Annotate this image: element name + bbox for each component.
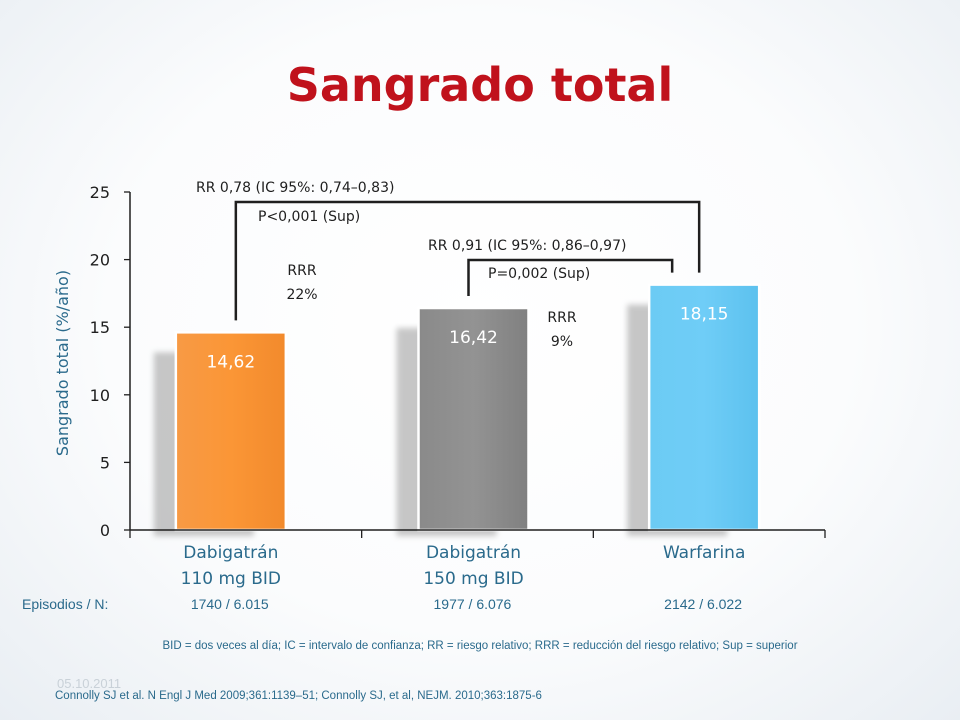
abbreviations-footnote: BID = dos veces al día; IC = intervalo d… (162, 640, 798, 652)
x-category-label: Warfarina (663, 543, 745, 563)
bar (174, 331, 288, 532)
bar-value-label: 18,15 (680, 305, 729, 325)
x-category-label: 150 mg BID (423, 569, 523, 589)
episodes-value-dabigatran-110: 1740 / 6.015 (190, 596, 269, 612)
y-tick-label: 0 (100, 521, 110, 540)
bar-value-label: 14,62 (206, 352, 255, 372)
bar (417, 306, 530, 532)
episodes-label: Episodios / N: (22, 596, 109, 612)
bar-value-label: 16,42 (449, 328, 498, 348)
y-tick-label: 20 (90, 251, 110, 270)
rr-label-150: RR 0,91 (IC 95%: 0,86–0,97) (428, 238, 626, 254)
x-category-label: 110 mg BID (181, 569, 281, 589)
y-axis-label: Sangrado total (%/año) (53, 270, 72, 456)
bar (647, 283, 761, 532)
y-tick-label: 25 (90, 183, 110, 202)
episodes-row: Episodios / N: 1740 / 6.015 1977 / 6.076… (0, 596, 960, 616)
page-title: Sangrado total (286, 58, 674, 112)
bar-chart: 0 5 10 15 20 25 Sangrado total (%/año) 14,62 Da… (53, 180, 826, 589)
p-label-150: P=0,002 (Sup) (488, 266, 590, 282)
rrr-label-150: RRR (547, 310, 576, 326)
rrr-value-150: 9% (551, 334, 573, 350)
bracket-rr-110 (234, 200, 701, 321)
references-footnote: Connolly SJ et al. N Engl J Med 2009;361… (55, 690, 542, 702)
x-category-label: Dabigatrán (426, 543, 521, 563)
rrr-value-110: 22% (286, 287, 317, 303)
y-tick-label: 15 (90, 318, 110, 337)
bracket-rr-150 (467, 258, 674, 297)
rrr-label-110: RRR (287, 263, 316, 279)
rr-label-110: RR 0,78 (IC 95%: 0,74–0,83) (196, 180, 394, 196)
episodes-value-warfarina: 2142 / 6.022 (664, 596, 743, 612)
y-tick-label: 5 (100, 453, 110, 472)
slide-date: 05.10.2011 (57, 676, 122, 691)
p-label-110: P<0,001 (Sup) (258, 209, 360, 225)
episodes-value-dabigatran-150: 1977 / 6.076 (433, 596, 512, 612)
x-category-label: Dabigatrán (183, 543, 278, 563)
y-tick-label: 10 (90, 386, 110, 405)
